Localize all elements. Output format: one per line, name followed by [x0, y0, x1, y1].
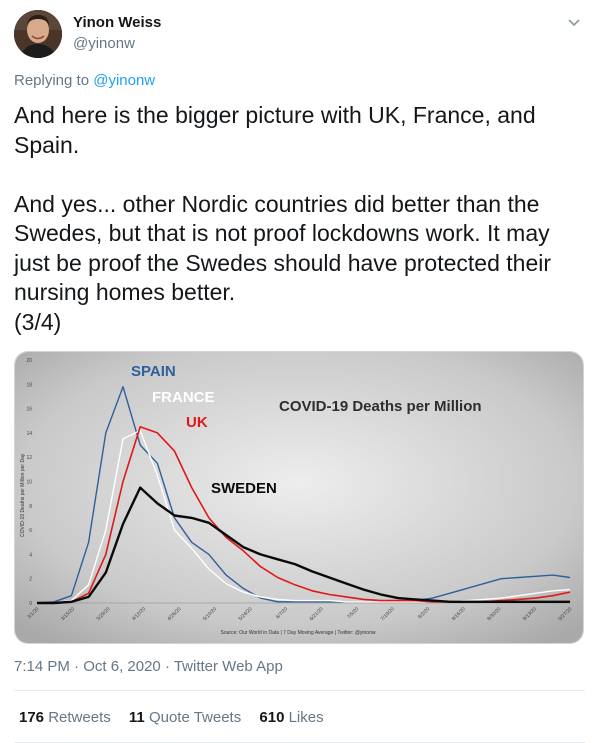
likes-label: Likes — [288, 709, 324, 726]
y-tick-label: 4 — [29, 552, 32, 558]
tweet-stats: 176 Retweets 11 Quote Tweets 610 Likes — [19, 709, 338, 726]
series-label-sweden: SWEDEN — [211, 480, 277, 497]
chart-title: COVID-19 Deaths per Million — [279, 398, 482, 415]
quotes-label: Quote Tweets — [148, 709, 242, 726]
y-tick-label: 16 — [26, 407, 32, 413]
series-line-sweden — [37, 486, 570, 605]
chevron-down-icon[interactable] — [564, 12, 584, 32]
likes-stat[interactable]: 610 Likes — [259, 709, 323, 726]
tweet-source[interactable]: Twitter Web App — [173, 658, 283, 675]
retweets-count: 176 — [19, 709, 45, 726]
divider-top — [14, 690, 585, 691]
series-line-spain — [36, 386, 571, 604]
y-tick-label: 12 — [26, 455, 32, 461]
avatar[interactable] — [14, 10, 62, 58]
tweet-date[interactable]: Oct 6, 2020 — [83, 658, 161, 675]
y-tick-label: 6 — [29, 528, 32, 534]
likes-count: 610 — [259, 709, 285, 726]
tweet-media-chart[interactable]: 0 2 4 6 8 10 12 14 16 18 20 3/1/20 3/15/20 3/29/20 4/… — [14, 351, 584, 644]
tweet-text: And here is the bigger picture with UK, … — [14, 102, 552, 335]
retweets-stat[interactable]: 176 Retweets — [19, 709, 111, 726]
avatar-image — [14, 10, 62, 58]
y-tick-label: 8 — [29, 504, 32, 510]
replying-target-link[interactable]: @yinonw — [93, 72, 156, 89]
series-line-france — [37, 429, 571, 604]
replying-to: Replying to @yinonw — [14, 72, 155, 89]
y-tick-label: 2 — [29, 577, 32, 583]
tweet-time[interactable]: 7:14 PM — [14, 658, 70, 675]
tweet-meta: 7:14 PM · Oct 6, 2020 · Twitter Web App — [14, 658, 283, 675]
chart-source-note: Source: Our World in Data | 7 Day Moving… — [221, 630, 376, 636]
author-handle[interactable]: @yinonw — [73, 35, 135, 52]
y-tick-label: 0 — [29, 601, 32, 607]
series-label-uk: UK — [186, 414, 208, 431]
y-tick-label: 10 — [26, 480, 32, 486]
tweet-header: Yinon Weiss @yinonw — [14, 10, 584, 60]
retweets-label: Retweets — [48, 709, 111, 726]
quote-tweets-stat[interactable]: 11 Quote Tweets — [129, 709, 241, 726]
series-label-france: FRANCE — [152, 389, 215, 406]
chart-background — [15, 352, 583, 643]
meta-separator: · — [160, 658, 174, 675]
y-tick-label: 14 — [26, 431, 32, 437]
author-name[interactable]: Yinon Weiss — [73, 14, 162, 31]
replying-prefix: Replying to — [14, 72, 90, 89]
y-axis-label: COVID-19 Deaths per Million per Day — [20, 453, 26, 537]
y-tick-label: 18 — [26, 382, 32, 388]
y-tick-label: 20 — [26, 358, 32, 364]
series-label-spain: SPAIN — [131, 363, 176, 380]
quotes-count: 11 — [128, 709, 145, 726]
meta-separator: · — [69, 658, 84, 675]
